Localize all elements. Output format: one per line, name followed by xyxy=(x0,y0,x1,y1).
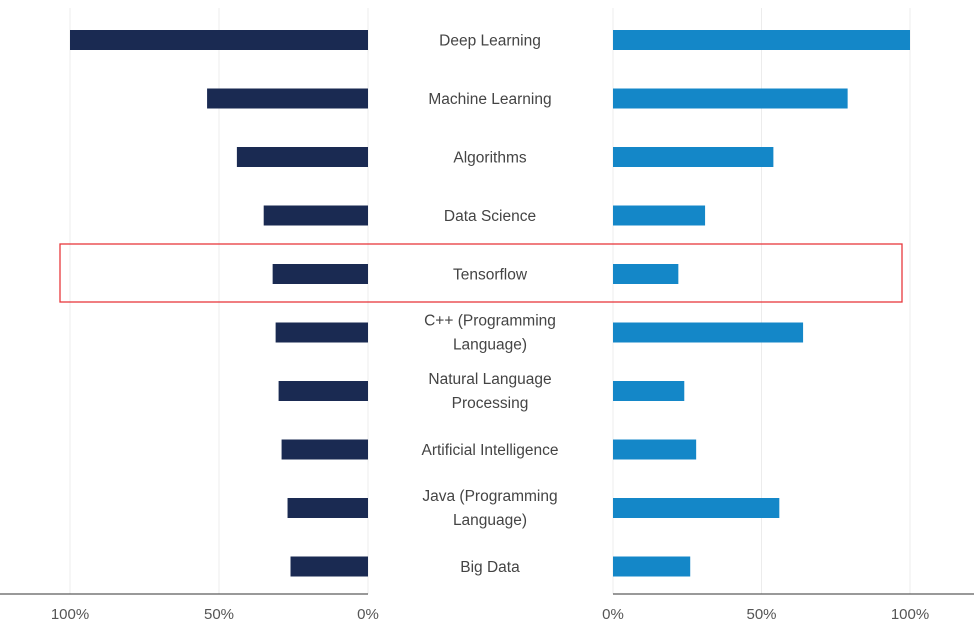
right-bar xyxy=(613,556,691,577)
left-bar xyxy=(278,381,368,401)
right-bar xyxy=(613,147,774,167)
category-label: Big Data xyxy=(460,559,520,576)
right-series xyxy=(613,30,910,577)
category-label: Deep Learning xyxy=(439,33,541,50)
left-bar xyxy=(281,439,368,460)
right-tick-label: 100% xyxy=(891,606,929,623)
right-bar xyxy=(613,264,679,284)
category-label: Artificial Intelligence xyxy=(422,442,559,459)
right-bar xyxy=(613,381,685,401)
left-series xyxy=(70,30,368,577)
left-bar xyxy=(275,322,368,343)
right-bar xyxy=(613,322,804,343)
category-label: Tensorflow xyxy=(453,267,528,284)
category-label: Data Science xyxy=(444,208,536,225)
left-tick-label: 100% xyxy=(51,606,89,623)
left-bar xyxy=(70,30,368,50)
left-bar xyxy=(207,88,368,109)
right-bar xyxy=(613,30,910,50)
right-bar xyxy=(613,498,780,518)
category-labels: Deep Learning Machine Learning Algorithms D… xyxy=(422,33,559,577)
right-bar xyxy=(613,205,706,226)
highlight xyxy=(59,243,903,303)
left-tick-label: 0% xyxy=(357,606,379,623)
category-label: Java (Programming Language) xyxy=(422,488,557,529)
category-label: Machine Learning xyxy=(428,91,551,108)
axes: 100% 50% 0% 0% 50% 100% xyxy=(0,593,974,623)
category-label: C++ (Programming Language) xyxy=(424,313,556,354)
left-bar xyxy=(272,264,368,284)
right-tick-label: 50% xyxy=(746,606,776,623)
left-bar xyxy=(290,556,368,577)
right-bar xyxy=(613,88,848,109)
right-bar xyxy=(613,439,697,460)
highlight-box xyxy=(59,243,903,303)
category-label: Natural Language Processing xyxy=(428,371,551,412)
category-label: Algorithms xyxy=(453,150,526,167)
left-bar xyxy=(287,498,368,518)
right-tick-label: 0% xyxy=(602,606,624,623)
left-tick-label: 50% xyxy=(204,606,234,623)
left-bar xyxy=(263,205,368,226)
left-bar xyxy=(236,147,368,167)
